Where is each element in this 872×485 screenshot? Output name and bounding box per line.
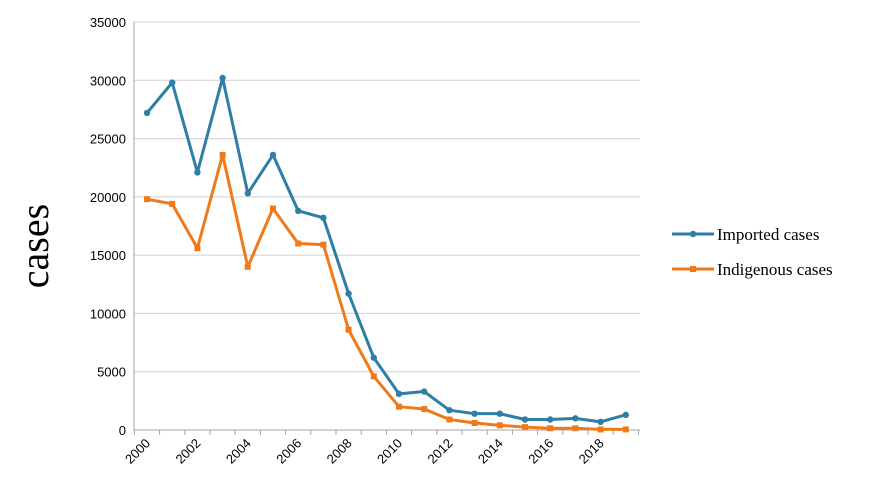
y-tick-label: 0	[119, 423, 126, 438]
data-point	[421, 406, 428, 413]
series-line	[145, 76, 627, 424]
data-point	[345, 326, 352, 333]
data-point	[496, 422, 503, 429]
x-tick-label: 2014	[475, 436, 506, 467]
data-point	[269, 151, 277, 159]
y-axis-label: cases	[12, 204, 57, 288]
y-tick-label: 15000	[90, 248, 126, 263]
data-point	[597, 426, 604, 433]
gridlines	[134, 21, 640, 373]
data-point	[395, 390, 403, 398]
data-point	[244, 190, 251, 197]
data-point	[194, 169, 201, 176]
data-point	[522, 424, 528, 431]
data-point	[547, 416, 554, 423]
data-point	[446, 416, 453, 423]
data-point	[572, 415, 579, 422]
y-tick-label: 25000	[90, 132, 126, 147]
data-point	[622, 411, 629, 419]
axes	[133, 22, 640, 435]
y-tick-label: 10000	[90, 306, 126, 321]
data-point	[169, 79, 176, 86]
legend-marker	[689, 230, 697, 238]
y-tick-label: 20000	[90, 190, 126, 205]
data-point	[471, 410, 478, 417]
data-point	[597, 418, 604, 426]
legend-marker	[690, 266, 696, 272]
data-point	[521, 416, 529, 423]
data-point	[471, 420, 478, 427]
legend-label: Indigenous cases	[717, 260, 833, 279]
x-tick-label: 2012	[424, 436, 455, 467]
x-tick-label: 2010	[374, 436, 405, 467]
y-tick-label: 35000	[90, 15, 126, 30]
y-tick-label: 30000	[90, 73, 126, 88]
data-point	[219, 74, 226, 82]
data-point	[244, 263, 251, 270]
series-line	[146, 153, 626, 431]
data-point	[421, 388, 428, 395]
data-point	[622, 426, 629, 433]
data-point	[572, 425, 579, 432]
data-point	[446, 406, 453, 414]
x-tick-label: 2004	[223, 436, 254, 467]
y-tick-label: 5000	[97, 365, 126, 380]
legend-label: Imported cases	[717, 225, 819, 244]
data-point	[320, 214, 327, 222]
data-point	[219, 151, 226, 158]
x-tick-label: 2018	[576, 436, 607, 467]
x-tick-label: 2016	[525, 436, 556, 467]
legend: Imported cases Indigenous cases	[672, 225, 833, 279]
y-axis-ticks: 0 5000 10000 15000 20000 25000 30000 35000	[90, 15, 126, 438]
data-point	[370, 373, 377, 380]
data-point	[270, 205, 276, 212]
x-tick-label: 2006	[273, 436, 304, 467]
x-tick-label: 2000	[122, 436, 153, 467]
data-point	[169, 200, 176, 207]
x-tick-label: 2002	[172, 436, 203, 467]
data-point	[547, 425, 554, 432]
x-tick-label: 2008	[324, 436, 355, 467]
data-point	[295, 240, 302, 247]
data-point	[144, 196, 150, 203]
data-point	[345, 290, 352, 297]
data-point	[370, 354, 377, 361]
series-group	[143, 74, 629, 433]
data-point	[396, 403, 402, 410]
x-axis-ticks: 2000 2002 2004 2006 2008 2010 2012 2014 2016 2018	[122, 436, 607, 467]
data-point	[320, 241, 327, 248]
data-point	[295, 207, 302, 215]
data-point	[496, 410, 503, 417]
data-point	[194, 245, 201, 252]
data-point	[143, 109, 151, 117]
